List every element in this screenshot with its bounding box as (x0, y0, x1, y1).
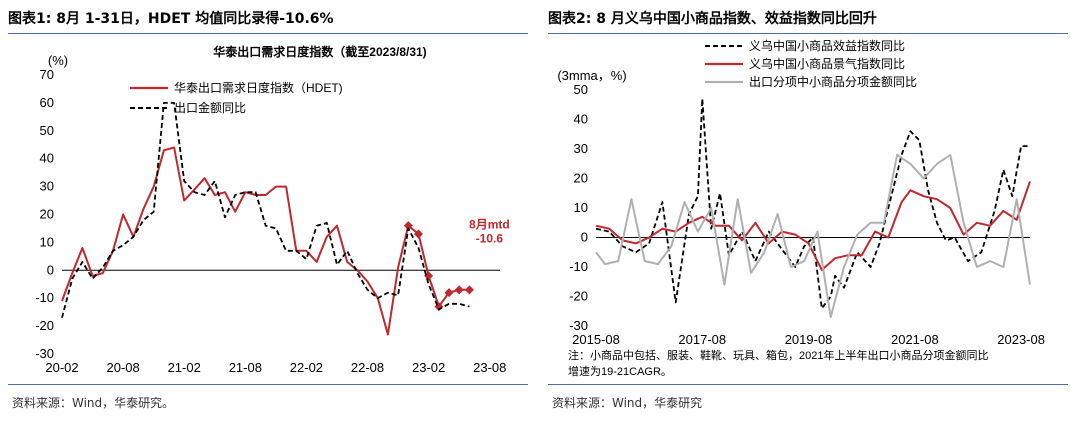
series-line-2 (61, 102, 470, 318)
x-tick-label: 20-02 (45, 360, 78, 375)
y-tick-label: 50 (574, 82, 588, 97)
x-tick-label: 22-08 (351, 360, 384, 375)
source-note: 资料来源：Wind，华泰研究。 (12, 396, 175, 410)
y-tick-label: -20 (569, 289, 588, 304)
chart-note: 增速为19-21CAGR。 (568, 364, 672, 378)
x-tick-label: 21-08 (229, 360, 262, 375)
series-line-1 (595, 97, 1030, 310)
chart-annotation: 8月mtd (469, 217, 510, 231)
legend-label: 华泰出口需求日度指数（HDET) (174, 80, 343, 95)
x-tick-label: 23-08 (473, 360, 506, 375)
chart-panel-left: 图表1: 8月 1-31日，HDET 均值同比录得-10.6% 华泰出口需求日度… (8, 11, 528, 410)
y-tick-label: 70 (40, 67, 54, 82)
y-tick-label: 30 (40, 179, 54, 194)
x-tick-label: 2015-08 (572, 332, 620, 347)
y-tick-label: -20 (35, 318, 54, 333)
hdet-line-chart: 华泰出口需求日度指数（截至2023/8/31) -30 -20 -10 0 10 20 30 4… (35, 44, 510, 375)
legend-label: 义乌中国小商品效益指数同比 (749, 38, 905, 53)
title-rule (548, 33, 1068, 34)
y-axis-label: (3mma，%) (557, 68, 626, 83)
x-tick-label: 21-02 (168, 360, 201, 375)
y-tick-label: 30 (574, 141, 588, 156)
y-tick-label: 50 (40, 123, 54, 138)
y-tick-label: 20 (40, 207, 54, 222)
x-tick-label: 23-02 (412, 360, 445, 375)
y-tick-label: 10 (40, 234, 54, 249)
x-tick-label: 2019-08 (785, 332, 833, 347)
y-tick-label: -10 (35, 290, 54, 305)
x-tick-label: 20-08 (106, 360, 139, 375)
chart-title: 华泰出口需求日度指数（截至2023/8/31) (213, 44, 426, 59)
chart-annotation: -10.6 (476, 231, 504, 245)
source-rule (8, 384, 528, 385)
chart-note: 注：小商品中包括、服装、鞋靴、玩具、箱包，2021年上半年出口小商品分项金额同比 (568, 348, 988, 362)
data-point-marker (413, 229, 423, 239)
source-rule (548, 384, 1068, 385)
legend-label: 义乌中国小商品景气指数同比 (749, 56, 905, 71)
y-tick-label: -30 (569, 318, 588, 333)
x-tick-label: 2021-08 (891, 332, 939, 347)
figure-title: 图表2: 8 月义乌中国小商品指数、效益指数同比回升 (548, 11, 877, 27)
y-tick-label: 40 (40, 151, 54, 166)
data-point-marker (444, 288, 454, 298)
data-point-marker (403, 221, 413, 231)
y-tick-label: 0 (47, 262, 54, 277)
y-tick-label: 10 (574, 200, 588, 215)
chart-panel-right: 图表2: 8 月义乌中国小商品指数、效益指数同比回升 -30 -20 -10 0 10 2… (540, 0, 1080, 425)
yiwu-index-line-chart: -30 -20 -10 0 10 20 30 40 50(3mma，%) 2015-08 2017-… (557, 38, 1045, 378)
y-tick-label: 60 (40, 95, 54, 110)
legend-label: 出口金额同比 (174, 100, 246, 115)
x-tick-label: 22-02 (290, 360, 323, 375)
legend-label: 出口分项中小商品分项金额同比 (749, 74, 917, 89)
y-tick-label: 40 (574, 112, 588, 127)
source-note: 资料来源：Wind，华泰研究 (552, 396, 703, 410)
y-axis-label: (%) (48, 53, 68, 68)
y-tick-label: 0 (581, 230, 588, 245)
data-point-marker (464, 285, 474, 295)
figure-title: 图表1: 8月 1-31日，HDET 均值同比录得-10.6% (8, 11, 334, 27)
series-line-3 (595, 153, 1031, 319)
y-tick-label: 20 (574, 171, 588, 186)
title-rule (8, 33, 528, 34)
series-line-1 (61, 146, 470, 336)
series-line-2 (595, 181, 1031, 271)
x-tick-label: 2023-08 (997, 332, 1045, 347)
y-tick-label: -10 (569, 259, 588, 274)
y-tick-label: -30 (35, 346, 54, 361)
x-tick-label: 2017-08 (678, 332, 726, 347)
data-point-marker (454, 285, 464, 295)
